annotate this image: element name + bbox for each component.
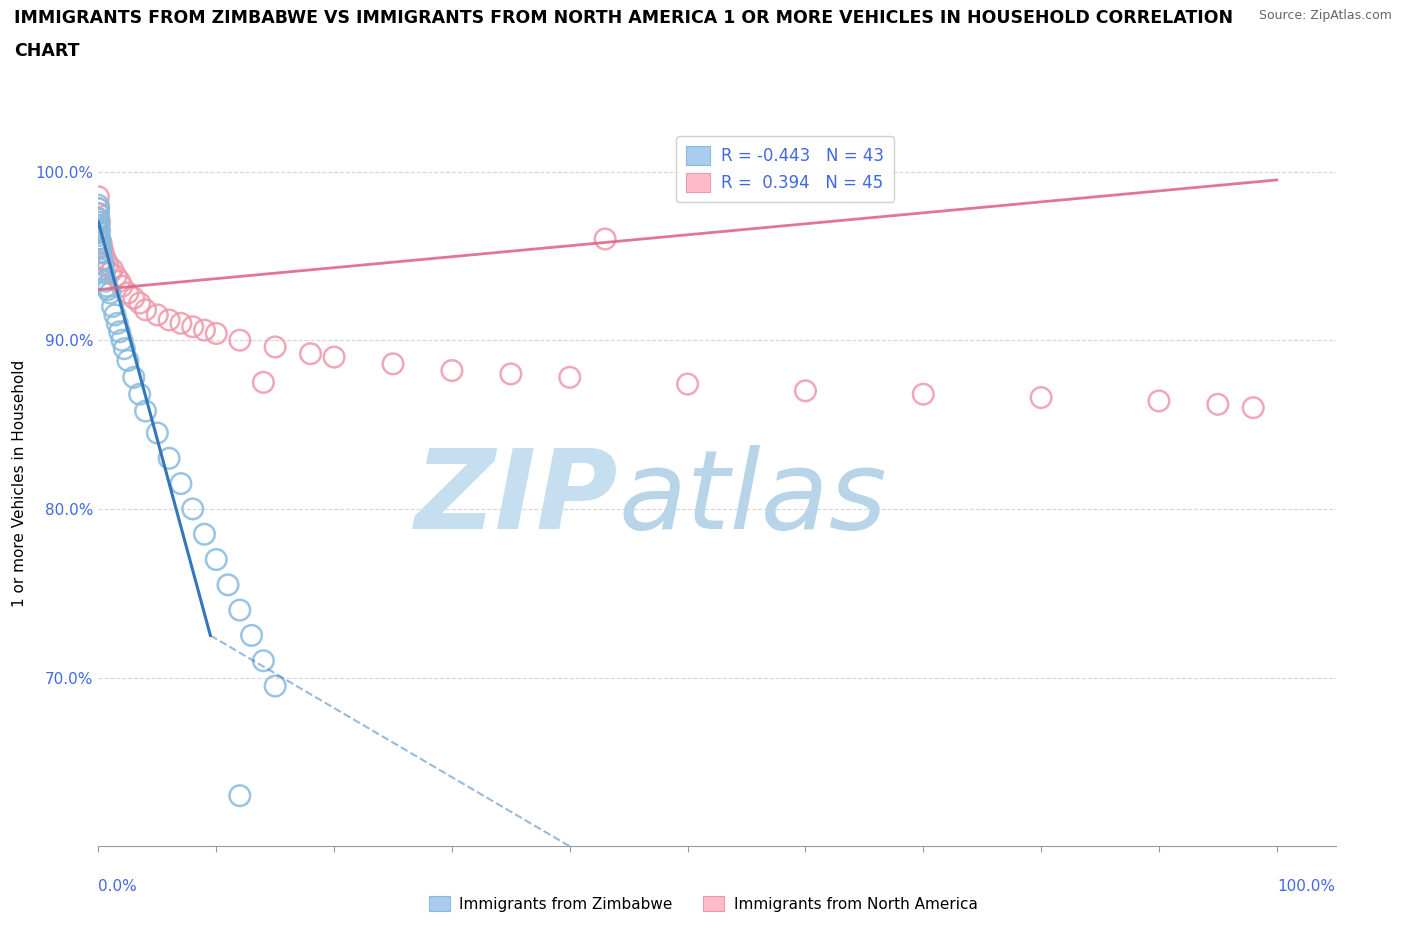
Legend: R = -0.443   N = 43, R =  0.394   N = 45: R = -0.443 N = 43, R = 0.394 N = 45 xyxy=(676,137,894,202)
Point xyxy=(87,201,110,216)
Point xyxy=(112,341,135,356)
Point xyxy=(558,370,581,385)
Point xyxy=(1147,393,1170,408)
Point xyxy=(87,225,110,240)
Point xyxy=(382,356,405,371)
Point xyxy=(91,240,114,255)
Point xyxy=(98,265,121,280)
Text: 0.0%: 0.0% xyxy=(98,879,138,894)
Point xyxy=(1206,397,1229,412)
Point xyxy=(87,211,110,226)
Point xyxy=(89,240,111,255)
Point xyxy=(104,308,127,323)
Point xyxy=(593,232,616,246)
Point xyxy=(111,279,134,294)
Point xyxy=(87,215,110,230)
Point xyxy=(87,198,110,213)
Point xyxy=(193,323,215,338)
Point xyxy=(94,273,117,288)
Point xyxy=(91,257,114,272)
Point xyxy=(101,262,124,277)
Point xyxy=(229,603,252,618)
Point xyxy=(108,325,131,339)
Point xyxy=(91,262,114,277)
Point xyxy=(105,316,128,331)
Point xyxy=(117,353,139,368)
Point xyxy=(264,679,287,694)
Point xyxy=(87,206,110,221)
Point xyxy=(440,363,463,378)
Point xyxy=(97,282,120,297)
Point xyxy=(87,228,110,243)
Point xyxy=(146,426,169,441)
Point xyxy=(122,370,145,385)
Point xyxy=(87,190,110,205)
Text: atlas: atlas xyxy=(619,445,887,551)
Point xyxy=(193,526,215,541)
Point xyxy=(676,377,699,392)
Point xyxy=(299,346,322,361)
Point xyxy=(97,257,120,272)
Point xyxy=(90,235,112,250)
Text: ZIP: ZIP xyxy=(415,445,619,551)
Point xyxy=(146,308,169,323)
Point xyxy=(94,252,117,267)
Point xyxy=(157,312,180,327)
Y-axis label: 1 or more Vehicles in Household: 1 or more Vehicles in Household xyxy=(13,360,27,607)
Point xyxy=(135,302,157,317)
Point xyxy=(96,279,118,294)
Point xyxy=(87,218,110,232)
Point xyxy=(87,221,110,236)
Point xyxy=(89,215,111,230)
Point xyxy=(1029,390,1052,405)
Point xyxy=(111,333,134,348)
Point xyxy=(87,201,110,216)
Point xyxy=(794,383,817,398)
Point xyxy=(87,218,110,232)
Point xyxy=(91,252,114,267)
Point xyxy=(499,366,522,381)
Text: Source: ZipAtlas.com: Source: ZipAtlas.com xyxy=(1258,9,1392,22)
Point xyxy=(89,232,111,246)
Point xyxy=(87,223,110,238)
Point xyxy=(229,789,252,804)
Text: CHART: CHART xyxy=(14,42,80,60)
Point xyxy=(98,286,121,300)
Point xyxy=(229,333,252,348)
Point xyxy=(217,578,239,592)
Point xyxy=(87,206,110,221)
Point xyxy=(252,375,274,390)
Point xyxy=(89,232,111,246)
Point xyxy=(135,404,157,418)
Point xyxy=(170,316,193,331)
Point xyxy=(105,269,128,284)
Point xyxy=(128,387,150,402)
Point xyxy=(181,501,204,516)
Point xyxy=(90,245,112,259)
Point xyxy=(205,326,228,341)
Point xyxy=(323,350,346,365)
Point xyxy=(91,245,114,259)
Point xyxy=(89,223,111,238)
Point xyxy=(93,265,115,280)
Point xyxy=(122,290,145,305)
Point xyxy=(117,286,139,300)
Point xyxy=(181,319,204,334)
Point xyxy=(157,451,180,466)
Point xyxy=(170,476,193,491)
Text: IMMIGRANTS FROM ZIMBABWE VS IMMIGRANTS FROM NORTH AMERICA 1 OR MORE VEHICLES IN : IMMIGRANTS FROM ZIMBABWE VS IMMIGRANTS F… xyxy=(14,9,1233,27)
Point xyxy=(101,299,124,314)
Point xyxy=(264,339,287,354)
Point xyxy=(1241,400,1264,415)
Point xyxy=(90,235,112,250)
Point xyxy=(240,628,263,643)
Legend: Immigrants from Zimbabwe, Immigrants from North America: Immigrants from Zimbabwe, Immigrants fro… xyxy=(422,890,984,918)
Point xyxy=(108,273,131,288)
Point xyxy=(205,552,228,567)
Text: 100.0%: 100.0% xyxy=(1278,879,1336,894)
Point xyxy=(912,387,935,402)
Point xyxy=(87,211,110,226)
Point xyxy=(128,296,150,311)
Point xyxy=(252,653,274,668)
